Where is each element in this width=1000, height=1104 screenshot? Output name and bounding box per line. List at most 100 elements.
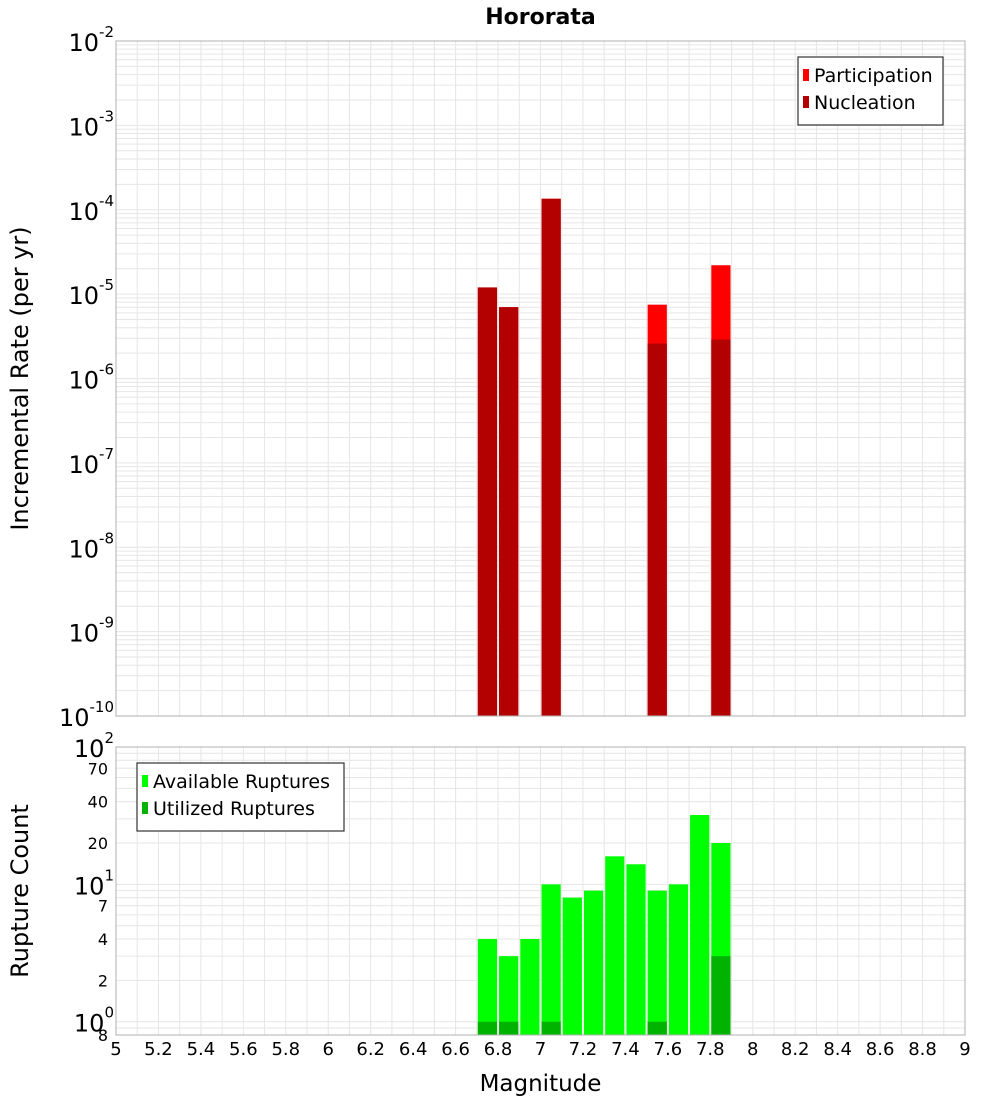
series-utilized-ruptures — [477, 956, 731, 1035]
y-tick-base: 10 — [68, 535, 99, 563]
bar — [668, 884, 689, 1035]
x-tick-label: 8 — [747, 1039, 758, 1060]
y-tick-base: 10 — [68, 620, 99, 648]
y-tick-label: 7 — [98, 897, 108, 916]
y-tick-exponent: 1 — [104, 866, 114, 884]
y-tick-label: 10-7 — [68, 445, 114, 479]
x-tick-label: 6.4 — [399, 1039, 428, 1060]
legend-swatch — [803, 69, 809, 81]
y-tick-base: 10 — [59, 704, 90, 732]
y-tick-base: 10 — [68, 29, 99, 57]
y-tick-label: 40 — [88, 793, 108, 812]
x-tick-label: 6.6 — [441, 1039, 470, 1060]
x-tick-label: 8.2 — [781, 1039, 810, 1060]
y-tick-label: 2 — [98, 971, 108, 990]
y-tick-base: 10 — [68, 367, 99, 395]
bar — [499, 1021, 519, 1035]
legend-swatch — [142, 775, 148, 787]
grid — [115, 41, 966, 717]
y-tick-exponent: -8 — [99, 529, 114, 547]
y-tick-base: 10 — [68, 451, 99, 479]
x-tick-label: 5.2 — [144, 1039, 173, 1060]
y-tick-label: 8 — [98, 1026, 108, 1045]
bar — [647, 343, 667, 716]
bar — [562, 897, 582, 1035]
y-tick-base: 10 — [74, 872, 105, 900]
x-tick-label: 6.8 — [484, 1039, 513, 1060]
legend-label: Nucleation — [814, 92, 916, 114]
y-tick-label: 10-9 — [68, 614, 114, 648]
x-tick-label: 9 — [959, 1039, 970, 1060]
bar — [477, 287, 498, 716]
plot-frame — [115, 746, 966, 1036]
bar — [605, 856, 625, 1035]
y-tick-label: 101 — [74, 866, 114, 900]
y-tick-label: 102 — [74, 729, 114, 763]
bar — [647, 1021, 667, 1035]
y-tick-exponent: -2 — [99, 23, 114, 41]
x-tick-label: 7.6 — [654, 1039, 683, 1060]
bar — [711, 339, 731, 716]
x-tick-label: 5.4 — [187, 1039, 216, 1060]
bar — [541, 198, 561, 717]
y-tick-label: 10-5 — [68, 276, 114, 310]
x-tick-label: 7 — [535, 1039, 546, 1060]
bar — [520, 939, 540, 1035]
y-tick-base: 10 — [74, 1010, 105, 1038]
bar — [690, 814, 710, 1035]
x-axis-label: Magnitude — [480, 1071, 602, 1097]
y-tick-label: 10-2 — [68, 23, 114, 57]
legend-swatch — [142, 802, 148, 814]
legend: Available Ruptures Utilized Ruptures — [136, 762, 345, 832]
bar — [541, 884, 561, 1035]
legend: Participation Nucleation — [797, 56, 944, 126]
x-tick-label: 8.4 — [823, 1039, 852, 1060]
y-tick-label: 10-3 — [68, 107, 114, 141]
bar — [541, 1021, 561, 1035]
x-tick-label: 6.2 — [356, 1039, 385, 1060]
y-tick-label: 10-8 — [68, 529, 114, 563]
y-tick-base: 10 — [68, 113, 99, 141]
x-tick-label: 7.8 — [696, 1039, 725, 1060]
x-tick-label: 7.2 — [569, 1039, 598, 1060]
legend-box — [797, 56, 944, 126]
legend-swatch — [803, 96, 809, 108]
bar — [647, 890, 667, 1035]
y-tick-label: 4 — [98, 930, 108, 949]
x-tick-label: 8.6 — [866, 1039, 895, 1060]
y-tick-label: 70 — [88, 759, 108, 778]
y-tick-label: 20 — [88, 834, 108, 853]
y-tick-base: 10 — [68, 282, 99, 310]
y-tick-base: 10 — [68, 198, 99, 226]
bar — [711, 956, 731, 1035]
y-axis-label: Rupture Count — [6, 804, 34, 978]
y-tick-label: 10-6 — [68, 361, 114, 395]
x-tick-label: 5 — [110, 1039, 121, 1060]
bar — [499, 956, 519, 1035]
y-tick-exponent: -10 — [90, 698, 115, 716]
panel-1: 10-1010-910-810-710-610-510-410-310-2Hor… — [6, 5, 966, 732]
bar — [583, 890, 604, 1035]
y-tick-label: 10-4 — [68, 192, 114, 226]
y-tick-exponent: -9 — [99, 614, 114, 632]
bar — [477, 939, 498, 1035]
y-tick-exponent: -6 — [99, 361, 114, 379]
y-tick-exponent: -7 — [99, 445, 114, 463]
y-tick-exponent: -4 — [99, 192, 114, 210]
y-tick-exponent: 0 — [104, 1004, 114, 1022]
legend-label: Utilized Ruptures — [153, 798, 315, 820]
y-tick-label: 10-10 — [59, 698, 114, 732]
x-tick-label: 5.8 — [271, 1039, 300, 1060]
x-tick-label: 7.4 — [611, 1039, 640, 1060]
bar — [626, 864, 646, 1035]
bar — [499, 307, 519, 716]
y-axis-label: Incremental Rate (per yr) — [6, 226, 34, 530]
chart-title: Hororata — [485, 5, 596, 30]
plot-frame — [115, 40, 966, 717]
y-tick-exponent: 2 — [104, 729, 114, 747]
bar — [477, 1021, 498, 1035]
legend-box — [136, 762, 345, 832]
